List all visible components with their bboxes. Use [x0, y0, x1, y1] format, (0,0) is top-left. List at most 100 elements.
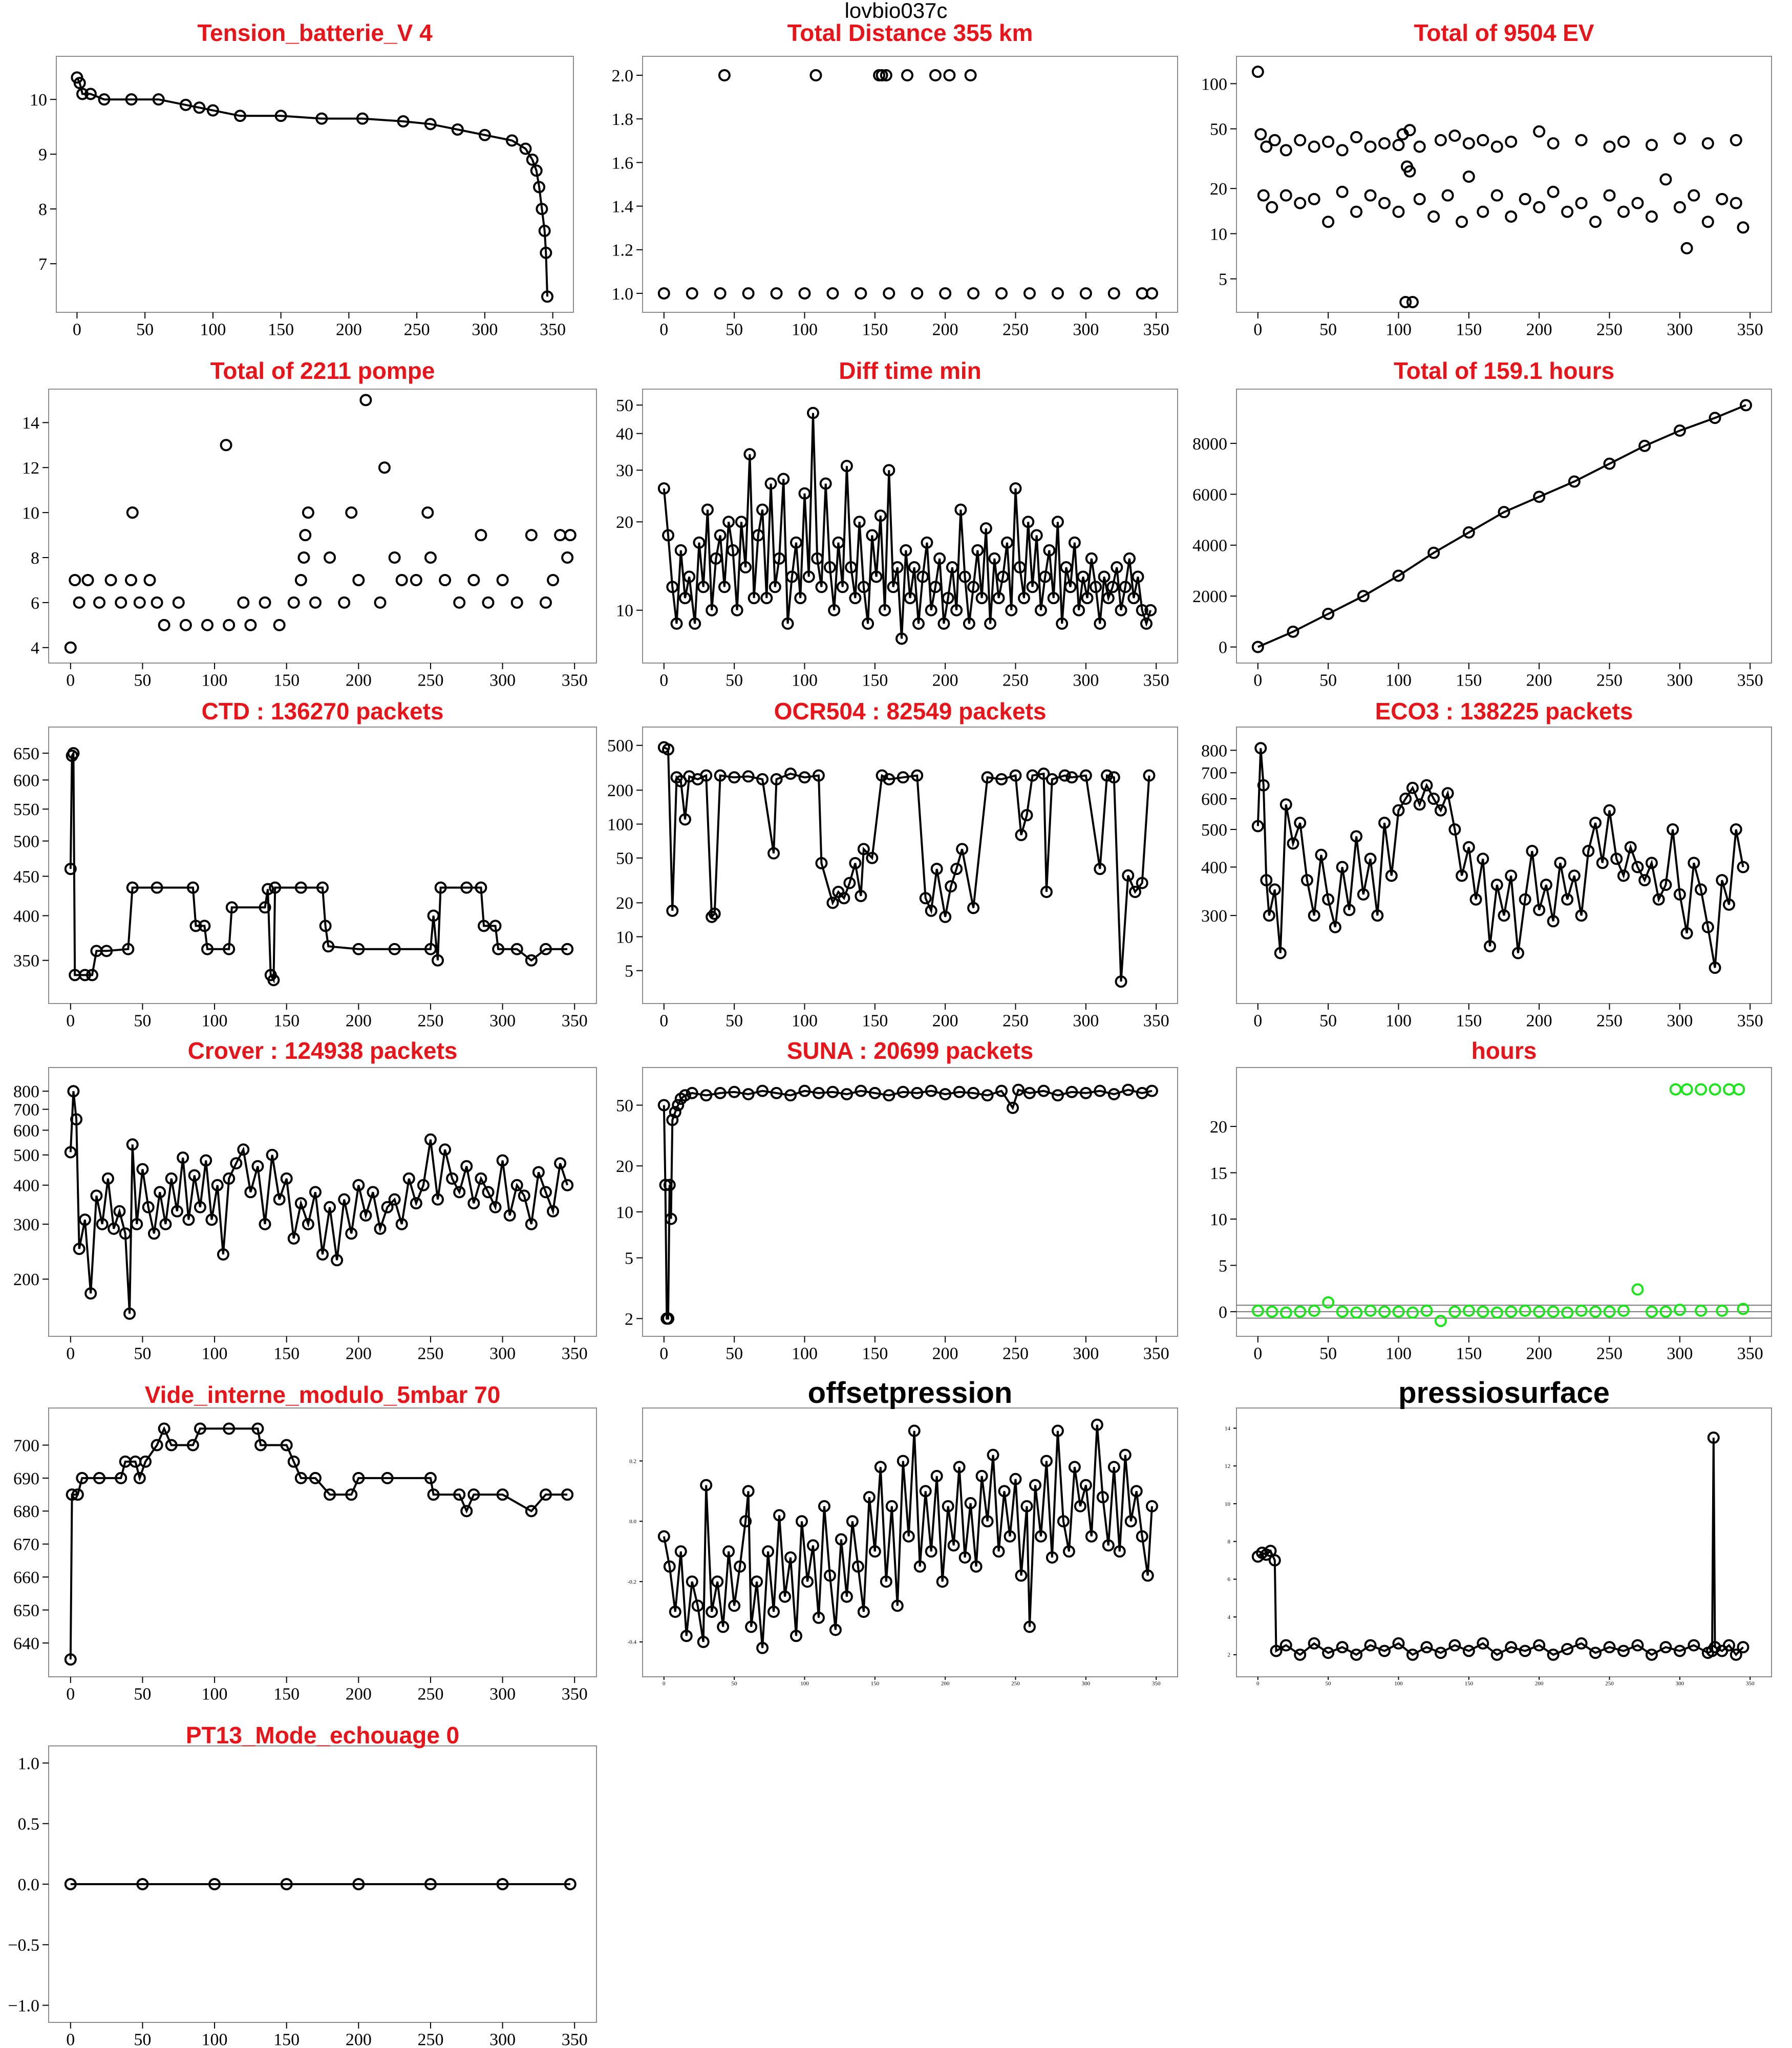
- series-line: [1257, 1437, 1744, 1657]
- x-tick-label: 200: [346, 1344, 372, 1363]
- data-point: [1403, 165, 1416, 178]
- data-point: [1268, 1554, 1281, 1567]
- x-tick-label: 350: [1143, 320, 1169, 339]
- x-tick-label: 350: [562, 2030, 588, 2048]
- data-point: [71, 1488, 84, 1501]
- data-point: [1046, 1551, 1058, 1564]
- data-point: [819, 477, 832, 490]
- data-point: [1568, 475, 1581, 488]
- data-point: [1279, 144, 1292, 157]
- data-point: [1251, 820, 1264, 833]
- data-point: [669, 1605, 681, 1618]
- data-point: [953, 1461, 966, 1474]
- x-tick-label: 250: [1596, 671, 1623, 690]
- data-point: [670, 617, 683, 630]
- data-point: [1385, 869, 1398, 882]
- x-tick-label: 350: [1737, 1011, 1763, 1030]
- data-point: [874, 1461, 887, 1474]
- data-point: [1462, 841, 1475, 854]
- data-point: [1427, 210, 1440, 223]
- x-tick-label: 150: [1456, 320, 1482, 339]
- x-tick-label: 250: [1011, 1680, 1020, 1687]
- data-point: [530, 164, 543, 177]
- data-point: [911, 287, 924, 300]
- data-point: [338, 1193, 351, 1206]
- data-point: [1268, 883, 1281, 896]
- series-line: [69, 749, 568, 984]
- data-point: [538, 224, 551, 237]
- data-point: [863, 1491, 876, 1504]
- data-point: [802, 570, 815, 583]
- y-tick-label: 700: [13, 1100, 39, 1119]
- data-point: [691, 1599, 704, 1612]
- data-point: [1554, 857, 1567, 869]
- data-point: [936, 1575, 949, 1588]
- x-tick-label: 350: [1143, 1344, 1169, 1363]
- data-point: [764, 477, 777, 490]
- y-tick-label: 10: [1210, 1210, 1227, 1229]
- data-point: [179, 618, 192, 631]
- data-point: [294, 881, 307, 894]
- data-point: [194, 1422, 206, 1435]
- data-point: [849, 592, 862, 605]
- data-point: [1596, 857, 1609, 869]
- data-point: [1094, 617, 1106, 630]
- x-tick-label: 250: [1596, 1344, 1623, 1363]
- data-point: [883, 464, 895, 477]
- data-point: [76, 1471, 89, 1484]
- data-point: [223, 943, 236, 955]
- y-tick-label: 500: [1201, 821, 1227, 840]
- y-tick-label: 5: [1219, 270, 1227, 289]
- x-tick-label: 100: [202, 1011, 228, 1030]
- data-point: [1434, 1647, 1447, 1659]
- data-point: [489, 920, 502, 932]
- data-point: [1251, 66, 1264, 78]
- y-tick-label: 400: [13, 907, 39, 926]
- data-point: [1350, 830, 1363, 843]
- x-tick-label: 50: [134, 1011, 151, 1030]
- data-point: [1575, 1637, 1588, 1650]
- data-point: [1145, 1500, 1158, 1512]
- data-point: [1511, 947, 1524, 959]
- data-point: [1547, 915, 1560, 928]
- data-point: [853, 516, 866, 528]
- data-point: [1023, 1620, 1036, 1633]
- data-point: [510, 1179, 523, 1191]
- data-point: [1737, 861, 1750, 873]
- data-point: [1079, 1479, 1092, 1491]
- data-point: [525, 954, 538, 967]
- data-point: [1603, 1305, 1616, 1318]
- data-point: [101, 1172, 114, 1185]
- y-tick-label: 640: [13, 1634, 39, 1653]
- data-point: [294, 1471, 307, 1484]
- x-tick-label: 300: [1073, 671, 1099, 690]
- data-point: [1113, 1545, 1126, 1558]
- data-point: [815, 857, 828, 869]
- x-tick-label: 150: [862, 1011, 888, 1030]
- data-point: [475, 881, 487, 894]
- data-point: [828, 604, 841, 616]
- x-tick-label: 200: [346, 671, 372, 690]
- y-tick-label: 40: [616, 425, 633, 444]
- data-point: [64, 1146, 77, 1159]
- data-point: [1143, 769, 1156, 782]
- data-point: [1308, 1305, 1320, 1317]
- data-point: [1617, 135, 1630, 148]
- x-tick-label: 0: [659, 1011, 668, 1030]
- data-point: [67, 1085, 80, 1098]
- x-tick-label: 250: [417, 1344, 443, 1363]
- data-point: [880, 1575, 892, 1588]
- data-point: [706, 604, 718, 616]
- data-point: [539, 1186, 552, 1199]
- data-point: [251, 1422, 264, 1435]
- y-tick-label: 690: [13, 1469, 39, 1488]
- data-point: [826, 1085, 839, 1098]
- data-point: [200, 1154, 212, 1167]
- data-point: [1490, 1648, 1503, 1661]
- data-point: [1673, 888, 1686, 901]
- data-point: [663, 1560, 676, 1573]
- data-point: [1322, 216, 1335, 228]
- y-tick-label: 50: [616, 1096, 633, 1115]
- data-point: [921, 536, 933, 549]
- data-point: [798, 771, 811, 784]
